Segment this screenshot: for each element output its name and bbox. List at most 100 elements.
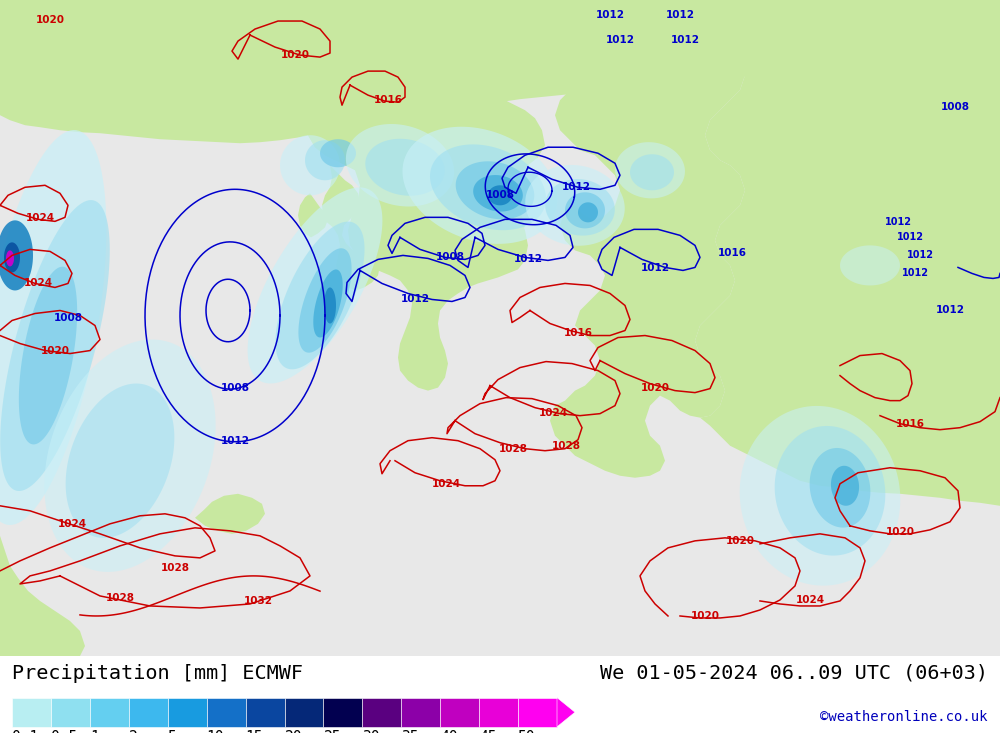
Polygon shape: [295, 0, 335, 161]
Polygon shape: [540, 0, 745, 478]
Text: 1008: 1008: [54, 312, 82, 323]
Polygon shape: [324, 287, 336, 323]
Text: 5: 5: [168, 730, 176, 733]
Text: 1: 1: [90, 730, 99, 733]
Polygon shape: [0, 130, 106, 525]
Text: Precipitation [mm] ECMWF: Precipitation [mm] ECMWF: [12, 664, 303, 682]
Text: 45: 45: [479, 730, 497, 733]
Polygon shape: [0, 221, 33, 290]
Text: 1020: 1020: [280, 50, 310, 60]
Polygon shape: [310, 0, 530, 255]
Text: 0.1: 0.1: [12, 730, 38, 733]
Polygon shape: [4, 243, 20, 273]
Polygon shape: [615, 142, 685, 199]
Polygon shape: [831, 465, 859, 506]
Text: 2: 2: [129, 730, 138, 733]
Polygon shape: [565, 192, 605, 229]
Polygon shape: [0, 200, 110, 491]
Text: 1016: 1016: [718, 248, 746, 259]
Polygon shape: [0, 536, 85, 656]
Text: ©weatheronline.co.uk: ©weatheronline.co.uk: [820, 710, 988, 723]
Text: 1012: 1012: [514, 254, 542, 265]
Text: 1028: 1028: [498, 443, 528, 454]
Text: 50: 50: [518, 730, 536, 733]
Text: 1016: 1016: [564, 328, 592, 337]
Text: 1012: 1012: [906, 251, 934, 260]
Bar: [479, 698, 518, 727]
Polygon shape: [275, 221, 365, 369]
Text: 1032: 1032: [244, 596, 272, 606]
Polygon shape: [44, 339, 216, 572]
Polygon shape: [298, 248, 352, 353]
Text: 1008: 1008: [436, 252, 464, 262]
Text: 10: 10: [207, 730, 224, 733]
Text: 1012: 1012: [896, 232, 924, 243]
Polygon shape: [195, 494, 265, 534]
Text: 1020: 1020: [40, 345, 70, 356]
Polygon shape: [346, 124, 454, 207]
Polygon shape: [525, 165, 625, 246]
Text: 1020: 1020: [690, 611, 720, 621]
Text: 1012: 1012: [596, 10, 624, 20]
Polygon shape: [322, 165, 380, 290]
Text: 35: 35: [401, 730, 419, 733]
Text: 1020: 1020: [36, 15, 64, 25]
Text: 1008: 1008: [940, 102, 970, 112]
Bar: [323, 698, 362, 727]
Text: 15: 15: [246, 730, 263, 733]
Polygon shape: [557, 698, 575, 727]
Polygon shape: [280, 135, 340, 195]
Text: 1012: 1012: [936, 306, 964, 315]
Text: 1020: 1020: [726, 536, 755, 546]
Bar: [362, 698, 401, 727]
Text: 1016: 1016: [896, 419, 924, 429]
Bar: [51, 698, 90, 727]
Polygon shape: [840, 246, 900, 285]
Polygon shape: [66, 383, 174, 538]
Bar: [129, 698, 168, 727]
Text: 1024: 1024: [57, 519, 87, 528]
Text: 1024: 1024: [23, 279, 53, 289]
Bar: [90, 698, 129, 727]
Polygon shape: [740, 406, 900, 586]
Text: 1028: 1028: [106, 593, 134, 603]
Polygon shape: [545, 179, 615, 235]
Text: 1012: 1012: [670, 35, 700, 45]
Text: 1020: 1020: [640, 383, 670, 393]
Text: 1024: 1024: [795, 595, 825, 605]
Text: 1008: 1008: [486, 191, 514, 200]
Text: 1016: 1016: [374, 95, 402, 105]
Text: 1012: 1012: [885, 218, 912, 227]
Bar: [207, 698, 246, 727]
Polygon shape: [365, 139, 445, 196]
Bar: [168, 698, 207, 727]
Text: 1028: 1028: [552, 441, 580, 451]
Text: We 01-05-2024 06..09 UTC (06+03): We 01-05-2024 06..09 UTC (06+03): [600, 664, 988, 682]
Text: 1008: 1008: [220, 383, 250, 393]
Text: 1012: 1012: [666, 10, 694, 20]
Polygon shape: [488, 185, 512, 205]
Text: 1024: 1024: [538, 408, 568, 418]
Polygon shape: [630, 154, 674, 191]
Bar: [401, 698, 440, 727]
Bar: [518, 698, 557, 727]
Text: 1020: 1020: [886, 527, 914, 537]
Polygon shape: [320, 139, 356, 167]
Text: 40: 40: [440, 730, 458, 733]
Polygon shape: [0, 0, 1000, 143]
Text: 1012: 1012: [562, 183, 590, 192]
Polygon shape: [578, 202, 598, 222]
Text: 1012: 1012: [400, 295, 430, 304]
Polygon shape: [248, 188, 382, 383]
Polygon shape: [430, 144, 546, 230]
Polygon shape: [6, 251, 14, 266]
Bar: [285, 698, 323, 727]
Bar: [440, 698, 479, 727]
Polygon shape: [313, 270, 343, 337]
Text: 30: 30: [362, 730, 380, 733]
Bar: [246, 698, 285, 727]
Text: 1012: 1012: [220, 435, 250, 446]
Text: 25: 25: [323, 730, 341, 733]
Text: 1024: 1024: [25, 213, 55, 224]
Text: 1024: 1024: [431, 479, 461, 489]
